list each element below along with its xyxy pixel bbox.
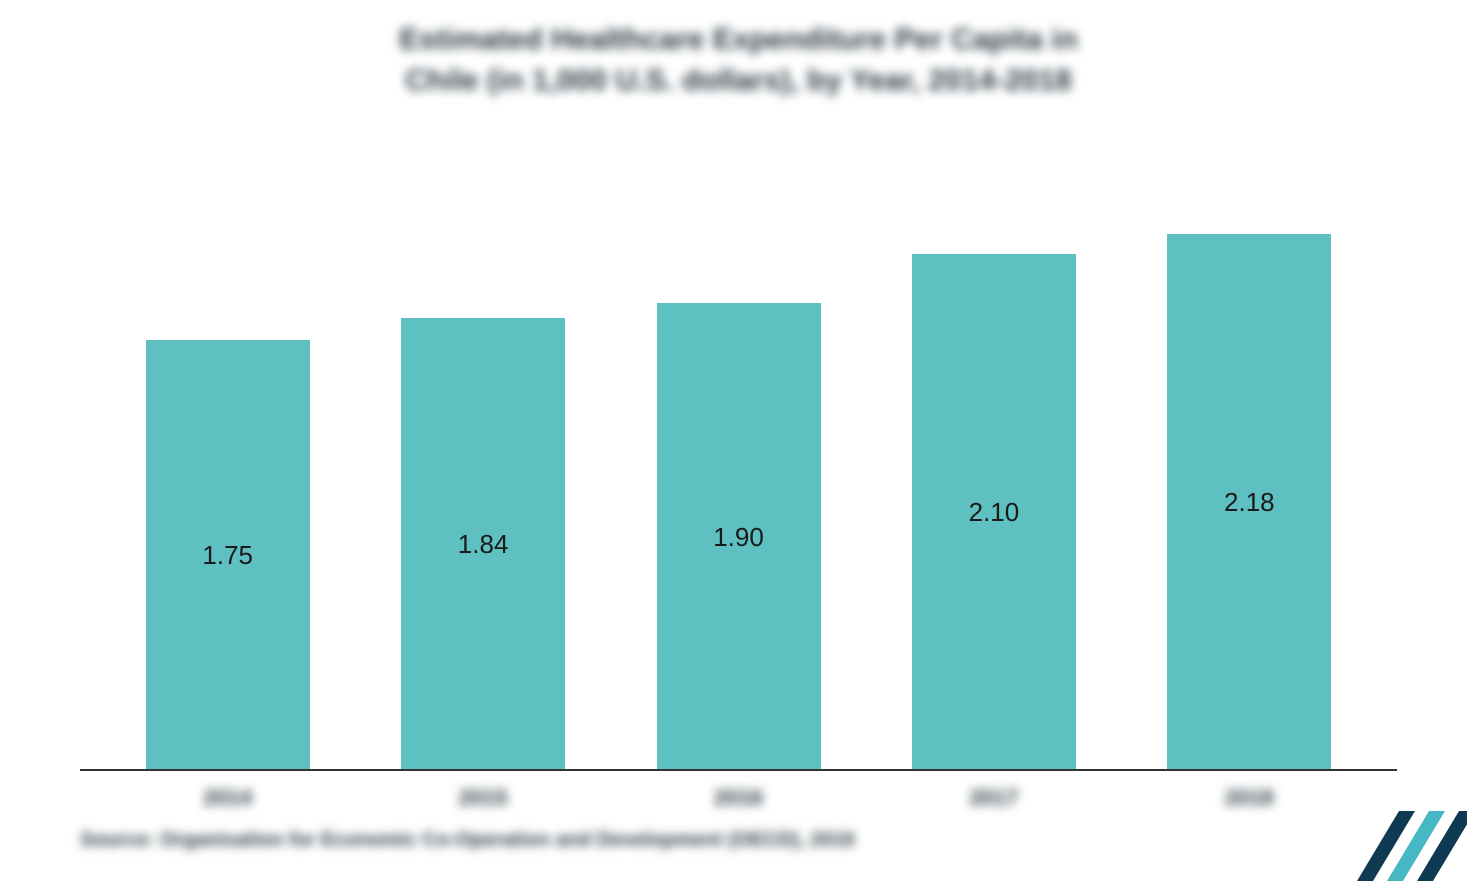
brand-logo-icon bbox=[1357, 811, 1467, 881]
bar-slot: 1.90 bbox=[611, 131, 866, 771]
chart-title-line1: Estimated Healthcare Expenditure Per Cap… bbox=[399, 23, 1078, 56]
bar-2014: 1.75 bbox=[146, 340, 310, 771]
plot-area: 1.75 1.84 1.90 2.10 2.18 bbox=[60, 131, 1417, 771]
bar-slot: 1.84 bbox=[355, 131, 610, 771]
x-tick: 2017 bbox=[866, 785, 1121, 811]
source-text: Source: Organisation for Economic Co-Ope… bbox=[60, 829, 1417, 852]
x-tick: 2016 bbox=[611, 785, 866, 811]
bar-value-label: 1.84 bbox=[458, 529, 509, 560]
bar-value-label: 1.75 bbox=[202, 540, 253, 571]
bar-2016: 1.90 bbox=[657, 303, 821, 771]
chart-title: Estimated Healthcare Expenditure Per Cap… bbox=[189, 20, 1289, 101]
bars-group: 1.75 1.84 1.90 2.10 2.18 bbox=[100, 131, 1377, 771]
x-tick: 2015 bbox=[355, 785, 610, 811]
bar-slot: 2.18 bbox=[1122, 131, 1377, 771]
bar-slot: 1.75 bbox=[100, 131, 355, 771]
bar-2018: 2.18 bbox=[1167, 234, 1331, 771]
bar-2017: 2.10 bbox=[912, 254, 1076, 771]
bar-2015: 1.84 bbox=[401, 318, 565, 771]
x-axis: 2014 2015 2016 2017 2018 bbox=[100, 785, 1377, 811]
bar-value-label: 1.90 bbox=[713, 522, 764, 553]
bar-value-label: 2.18 bbox=[1224, 487, 1275, 518]
x-tick: 2018 bbox=[1122, 785, 1377, 811]
x-axis-baseline bbox=[80, 769, 1397, 771]
bar-slot: 2.10 bbox=[866, 131, 1121, 771]
chart-container: Estimated Healthcare Expenditure Per Cap… bbox=[60, 20, 1417, 860]
x-tick: 2014 bbox=[100, 785, 355, 811]
chart-title-line2: Chile (in 1,000 U.S. dollars), by Year, … bbox=[405, 64, 1071, 97]
bar-value-label: 2.10 bbox=[969, 497, 1020, 528]
